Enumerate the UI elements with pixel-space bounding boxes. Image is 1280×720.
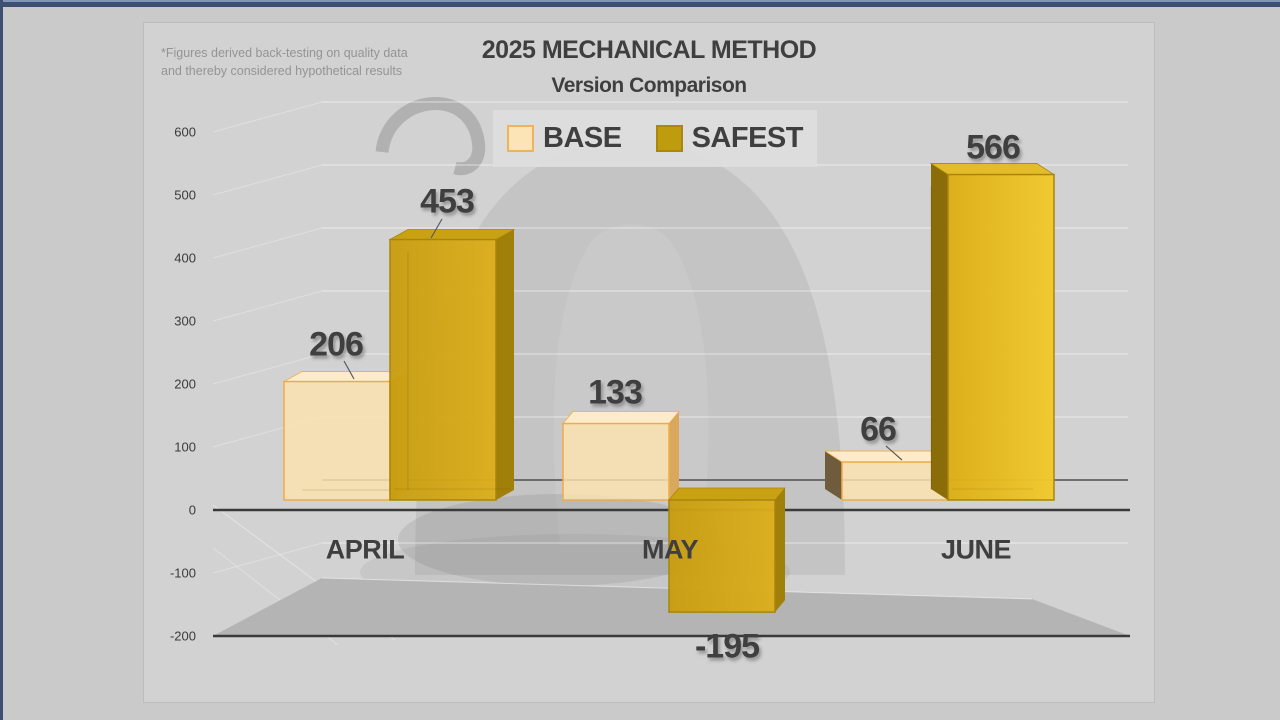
chart-legend: BASE SAFEST <box>493 110 817 167</box>
ytick-label-100: 100 <box>174 440 196 455</box>
bar-june-safest[interactable] <box>948 175 1054 500</box>
bar-april-safest[interactable] <box>390 240 496 500</box>
ytick-label-0: 0 <box>189 503 196 518</box>
ytick-label--200: -200 <box>170 629 196 644</box>
value-label-june-base: 66 <box>860 411 896 450</box>
gridline-wall-400 <box>213 228 322 258</box>
gridline-wall-300 <box>213 291 322 321</box>
bar-may-safest-side <box>775 488 785 612</box>
bar-may-safest-top <box>669 488 785 500</box>
gridline-wall-500 <box>213 165 322 195</box>
ytick-label-300: 300 <box>174 314 196 329</box>
chart-title: 2025 MECHANICAL METHOD <box>143 36 1155 65</box>
gridline-wall-600 <box>213 102 322 132</box>
bar-april-base[interactable] <box>284 382 390 500</box>
bar-april-safest-top <box>390 230 514 240</box>
bar-may-base-top <box>563 412 679 424</box>
chart-subtitle: Version Comparison <box>143 74 1155 98</box>
category-label-june: JUNE <box>941 535 1011 566</box>
legend-item-base[interactable]: BASE <box>507 122 622 155</box>
legend-label-safest: SAFEST <box>692 122 803 155</box>
legend-swatch-base <box>507 125 534 152</box>
bar-may-base-side <box>669 412 679 500</box>
value-label-april-base: 206 <box>309 325 363 364</box>
gridline-wall--100 <box>213 543 322 573</box>
watermark-handle <box>382 104 479 169</box>
bar-june-base-top <box>825 451 948 462</box>
ytick-label-600: 600 <box>174 125 196 140</box>
ytick-label-500: 500 <box>174 188 196 203</box>
value-label-may-safest: -195 <box>695 628 759 667</box>
ytick-label-200: 200 <box>174 377 196 392</box>
legend-item-safest[interactable]: SAFEST <box>656 122 803 155</box>
legend-swatch-safest <box>656 125 683 152</box>
ytick-label--100: -100 <box>170 566 196 581</box>
chart-plot-area <box>0 0 1280 720</box>
legend-label-base: BASE <box>543 122 622 155</box>
category-label-april: APRIL <box>326 535 405 566</box>
ytick-label-400: 400 <box>174 251 196 266</box>
value-label-june-safest: 566 <box>966 128 1020 167</box>
bar-may-base[interactable] <box>563 424 669 500</box>
bar-april-safest-side <box>496 230 514 500</box>
bar-june-safest-side <box>931 164 948 500</box>
value-label-may-base: 133 <box>588 373 642 412</box>
value-label-april-safest: 453 <box>420 182 474 221</box>
category-label-may: MAY <box>642 535 698 566</box>
